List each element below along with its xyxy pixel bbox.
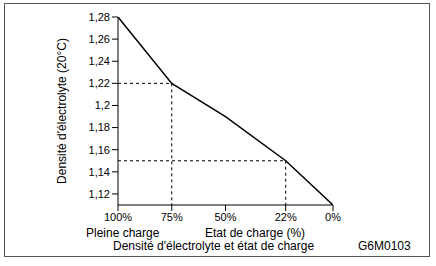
html-text:Densité d'électrolyte et état: Densité d'électrolyte et état de charge [113,239,315,253]
svg-text:1,14: 1,14 [89,166,110,178]
svg-text:22%: 22% [275,211,297,223]
svg-text:1,16: 1,16 [89,144,110,156]
svg-text:1,18: 1,18 [89,121,110,133]
svg-text:1,28: 1,28 [89,11,110,23]
svg-text:100%: 100% [104,211,132,223]
html-text:G6M0103: G6M0103 [358,239,411,253]
html-text:Pleine charge: Pleine charge [86,226,160,240]
svg-text:0%: 0% [325,211,341,223]
svg-text:1,2: 1,2 [95,99,110,111]
svg-text:Densité d'électrolyte (20°C): Densité d'électrolyte (20°C) [55,38,69,184]
svg-text:1,26: 1,26 [89,33,110,45]
svg-text:75%: 75% [161,211,183,223]
svg-text:50%: 50% [214,211,236,223]
svg-text:1,22: 1,22 [89,77,110,89]
svg-text:1,24: 1,24 [89,55,110,67]
html-text:Etat de charge (%): Etat de charge (%) [205,226,306,240]
svg-text:1,12: 1,12 [89,188,110,200]
